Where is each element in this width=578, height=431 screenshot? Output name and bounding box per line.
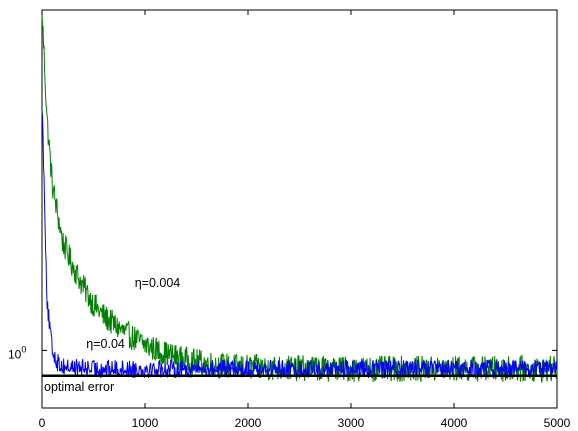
series-layer [41, 9, 558, 384]
x-tick-label: 5000 [544, 416, 571, 430]
x-tick-label: 1000 [132, 416, 159, 430]
optimal-error-label: optimal error [44, 380, 114, 394]
y-tick-exponent: 0 [21, 344, 26, 354]
y-tick-label-1: 100 [8, 344, 26, 361]
x-tick-label: 0 [39, 416, 46, 430]
plot-frame [41, 9, 558, 409]
x-tick-label: 3000 [338, 416, 365, 430]
axis-ticks: 0 1000 2000 3000 4000 5000 [39, 10, 571, 430]
x-tick-label: 2000 [235, 416, 262, 430]
series-line-1 [41, 109, 558, 380]
x-tick-label: 4000 [441, 416, 468, 430]
series-label-eta-0004: η=0.004 [135, 276, 181, 290]
series-label-eta-004: η=0.04 [86, 337, 125, 351]
y-tick-base: 10 [8, 347, 22, 361]
